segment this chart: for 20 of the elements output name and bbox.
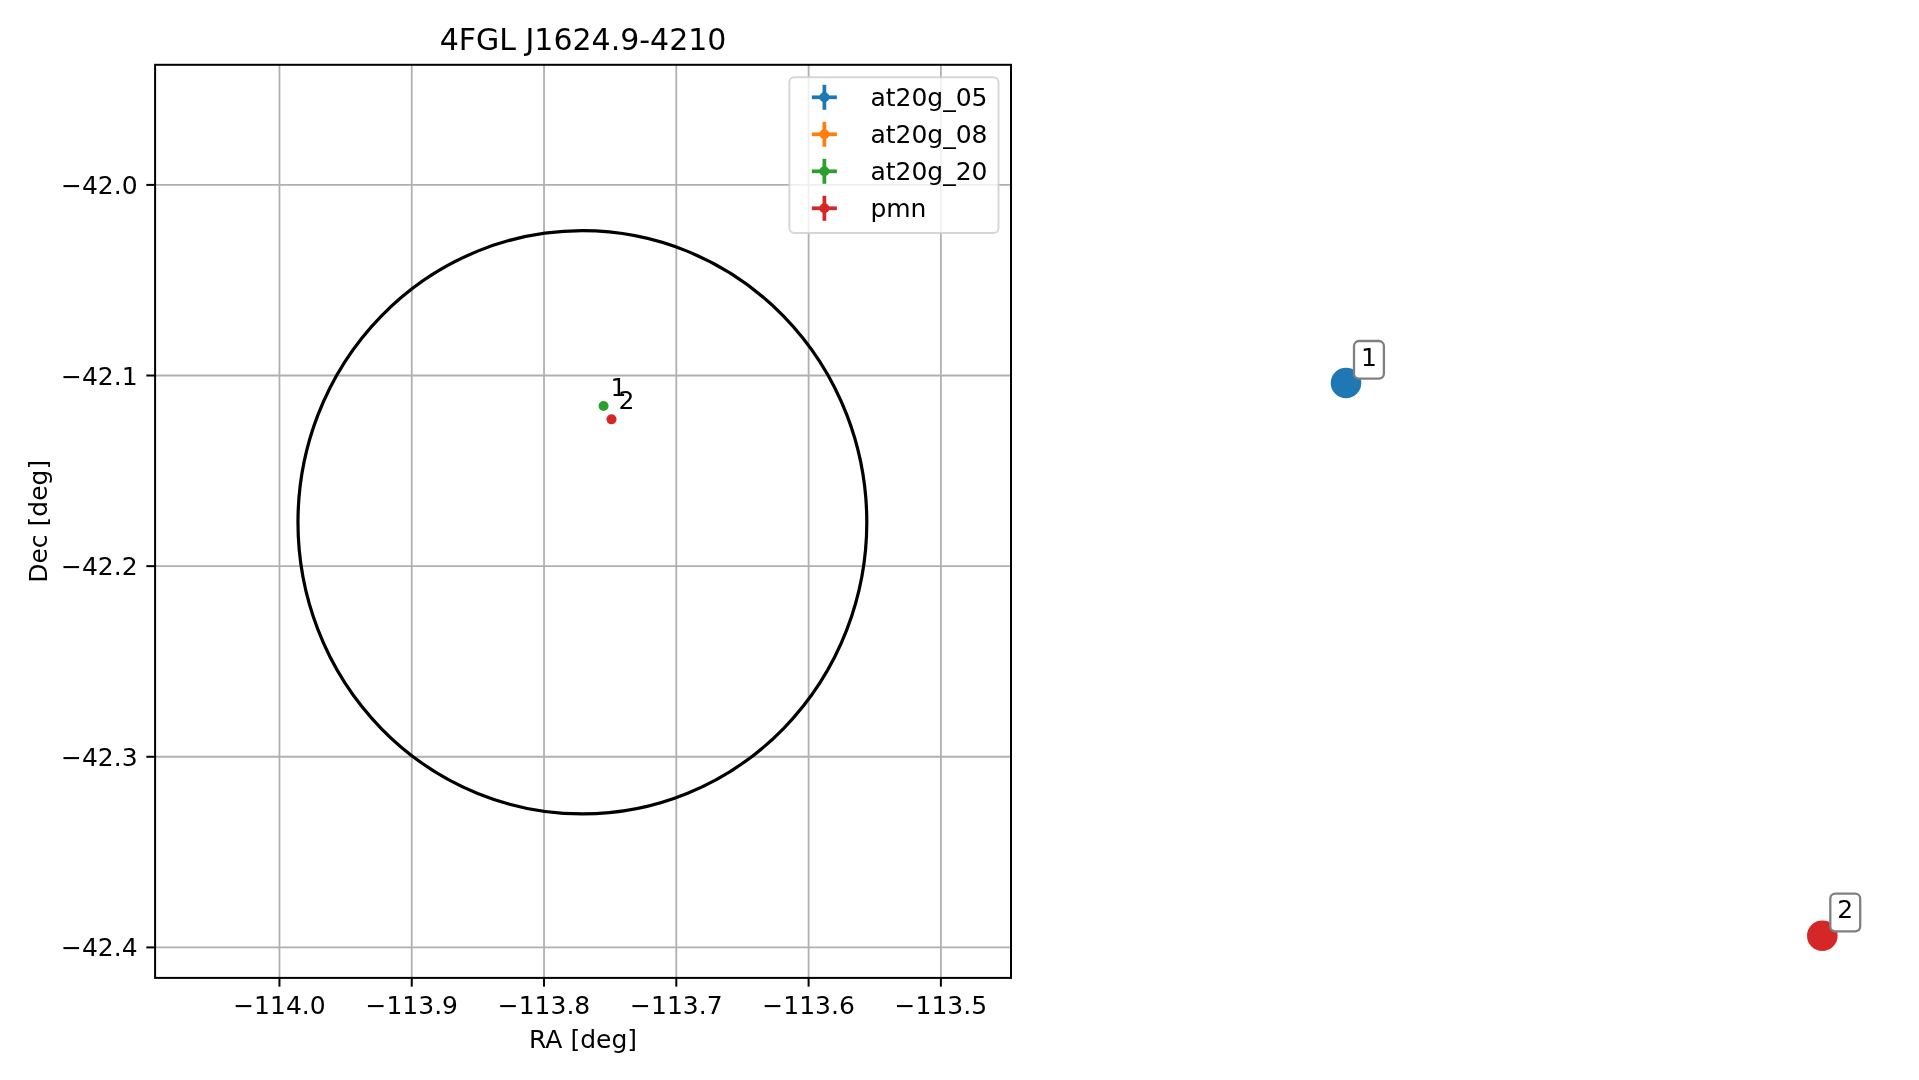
x-tick-label: −113.9 <box>365 990 458 1020</box>
x-tick-label: −113.6 <box>762 990 855 1020</box>
y-tick-label: −42.3 <box>60 742 138 772</box>
x-tick-label: −113.5 <box>894 990 988 1020</box>
y-axis-title: Dec [deg] <box>24 459 54 583</box>
text: 1 <box>1361 342 1377 372</box>
legend-label: at20g_08 <box>870 120 988 150</box>
chart-title: 4FGL J1624.9-4210 <box>439 21 727 57</box>
legend-label: pmn <box>870 194 927 224</box>
legend-label: at20g_05 <box>870 83 988 113</box>
y-tick-label: −42.4 <box>60 933 138 963</box>
x-tick-label: −113.7 <box>630 990 723 1020</box>
x-tick-label: −114.0 <box>233 990 326 1020</box>
y-tick-label: −42.1 <box>60 361 138 391</box>
legend-label: at20g_20 <box>870 157 988 187</box>
y-tick-label: −42.2 <box>60 552 138 582</box>
x-tick-label: −113.8 <box>497 990 591 1020</box>
y-tick-label: −42.0 <box>60 170 138 200</box>
text: 2 <box>1837 895 1854 925</box>
x-axis-title: RA [deg] <box>529 1024 638 1054</box>
